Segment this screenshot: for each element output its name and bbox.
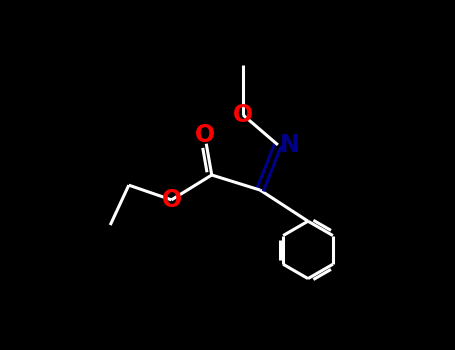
Text: O: O: [162, 188, 182, 212]
Text: O: O: [195, 123, 215, 147]
Text: O: O: [233, 103, 253, 127]
Text: N: N: [280, 133, 299, 157]
